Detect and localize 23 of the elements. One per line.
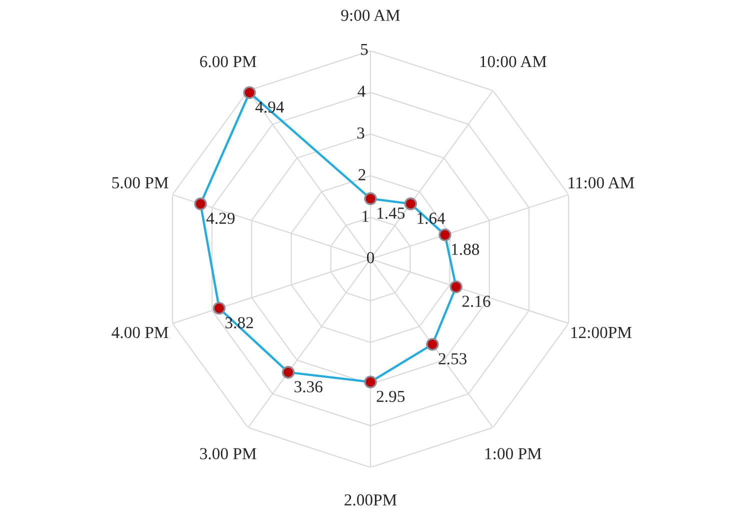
data-label: 2.53 bbox=[438, 353, 467, 364]
spoke-label: 3.00 PM bbox=[200, 448, 256, 460]
spoke-label: 12:00PM bbox=[571, 326, 632, 338]
y-tick-label: 1 bbox=[362, 210, 368, 222]
spoke-label: 2.00PM bbox=[344, 494, 397, 506]
y-tick-label: 4 bbox=[358, 86, 366, 97]
data-label: 3.36 bbox=[294, 381, 322, 392]
spoke-label: 1:00 PM bbox=[485, 448, 542, 460]
spoke-label: 5.00 PM bbox=[112, 177, 168, 188]
data-label: 1.88 bbox=[452, 244, 480, 256]
spoke-label: 6.00 PM bbox=[200, 56, 256, 68]
data-label: 2.95 bbox=[376, 390, 405, 402]
spoke-label: 4.00 PM bbox=[112, 326, 168, 338]
y-tick-label: 5 bbox=[361, 44, 368, 56]
y-tick-label: 2 bbox=[358, 169, 366, 180]
data-label: 2.16 bbox=[462, 296, 490, 308]
spoke-label: 11:00 AM bbox=[568, 177, 634, 188]
y-tick-label: 0 bbox=[366, 252, 374, 264]
spoke-label: 10:00 AM bbox=[480, 56, 546, 68]
spoke-label: 9:00 AM bbox=[341, 10, 400, 22]
data-label: 4.29 bbox=[206, 212, 235, 224]
y-tick-label: 3 bbox=[357, 127, 364, 139]
data-label: 1.45 bbox=[378, 208, 405, 219]
